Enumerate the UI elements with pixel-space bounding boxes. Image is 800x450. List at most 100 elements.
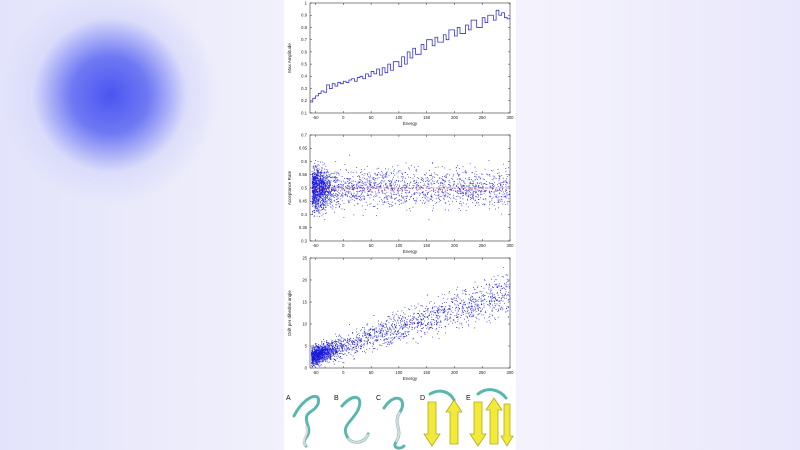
scatter-point <box>422 202 423 204</box>
scatter-point <box>452 189 454 191</box>
scatter-point <box>372 338 374 339</box>
scatter-point <box>322 187 323 188</box>
scatter-point <box>350 197 352 199</box>
scatter-point <box>502 183 504 185</box>
scatter-point <box>423 193 425 195</box>
scatter-point <box>429 175 431 176</box>
scatter-point <box>330 177 332 178</box>
scatter-point <box>343 216 345 218</box>
scatter-point <box>480 292 482 294</box>
scatter-point <box>371 336 373 338</box>
scatter-point <box>427 178 429 180</box>
scatter-point <box>334 352 336 354</box>
scatter-point <box>312 364 314 365</box>
scatter-point <box>319 355 321 357</box>
scatter-point <box>390 184 391 186</box>
scatter-point <box>327 190 328 192</box>
scatter-point <box>462 304 464 306</box>
scatter-point <box>324 188 325 190</box>
scatter-point <box>329 186 331 188</box>
scatter-point <box>464 290 466 292</box>
scatter-point <box>315 178 317 180</box>
scatter-point <box>357 185 359 187</box>
scatter-point <box>313 184 315 186</box>
scatter-point <box>424 197 426 199</box>
scatter-point <box>318 172 320 174</box>
scatter-point <box>318 344 320 346</box>
scatter-point <box>465 190 467 192</box>
scatter-point <box>336 341 338 343</box>
scatter-point <box>314 195 316 197</box>
scatter-point <box>465 315 467 317</box>
scatter-point <box>322 352 323 354</box>
scatter-point <box>466 195 468 197</box>
scatter-point <box>348 202 350 204</box>
scatter-point <box>394 337 395 339</box>
scatter-point <box>485 199 487 201</box>
scatter-point <box>317 183 319 184</box>
scatter-point <box>456 196 458 198</box>
scatter-point <box>316 359 318 360</box>
scatter-point <box>322 189 324 191</box>
scatter-point <box>311 203 313 205</box>
scatter-point <box>314 169 316 170</box>
scatter-point <box>337 200 339 202</box>
scatter-point <box>493 297 495 299</box>
scatter-point <box>477 285 479 287</box>
scatter-point <box>337 172 339 174</box>
scatter-point <box>387 188 389 190</box>
scatter-point <box>339 193 341 195</box>
scatter-point <box>347 340 349 342</box>
scatter-point <box>402 186 404 188</box>
scatter-point <box>472 195 474 197</box>
scatter-point <box>375 339 377 340</box>
scatter-point <box>493 191 495 192</box>
scatter-point <box>444 196 446 197</box>
scatter-point <box>323 184 325 186</box>
scatter-point <box>354 187 355 189</box>
scatter-point <box>313 193 315 194</box>
scatter-point <box>468 177 470 179</box>
scatter-point <box>481 295 483 297</box>
scatter-point <box>319 359 321 361</box>
scatter-point <box>448 200 450 202</box>
scatter-point <box>501 199 503 201</box>
scatter-point <box>363 195 364 197</box>
scatter-point <box>393 337 395 338</box>
scatter-point <box>445 194 447 196</box>
scatter-point <box>401 326 403 328</box>
scatter-point <box>318 198 320 200</box>
scatter-point <box>337 354 339 356</box>
scatter-point <box>490 298 492 300</box>
scatter-point <box>381 345 383 346</box>
scatter-point <box>324 182 326 183</box>
scatter-point <box>501 174 503 176</box>
scatter-point <box>478 313 479 315</box>
scatter-point <box>359 345 361 347</box>
scatter-point <box>335 355 337 357</box>
scatter-point <box>439 189 441 191</box>
scatter-point <box>344 343 346 345</box>
scatter-point <box>432 180 434 182</box>
scatter-point <box>321 357 323 359</box>
y-tick-label: 0.65 <box>299 146 308 151</box>
scatter-point <box>331 185 333 187</box>
scatter-point <box>365 184 366 186</box>
scatter-point <box>443 192 445 193</box>
scatter-point <box>404 196 406 198</box>
scatter-point <box>318 167 320 169</box>
scatter-point <box>311 355 312 357</box>
scatter-point <box>406 185 407 187</box>
scatter-point <box>414 182 416 184</box>
scatter-point <box>329 176 331 177</box>
scatter-point <box>319 185 321 187</box>
scatter-point <box>445 176 447 178</box>
scatter-point <box>328 192 330 194</box>
scatter-point <box>331 189 333 191</box>
scatter-point <box>362 183 364 185</box>
scatter-point <box>477 182 478 184</box>
scatter-point <box>411 326 413 328</box>
scatter-point <box>341 348 343 350</box>
scatter-point <box>320 357 322 358</box>
scatter-point <box>470 306 472 308</box>
